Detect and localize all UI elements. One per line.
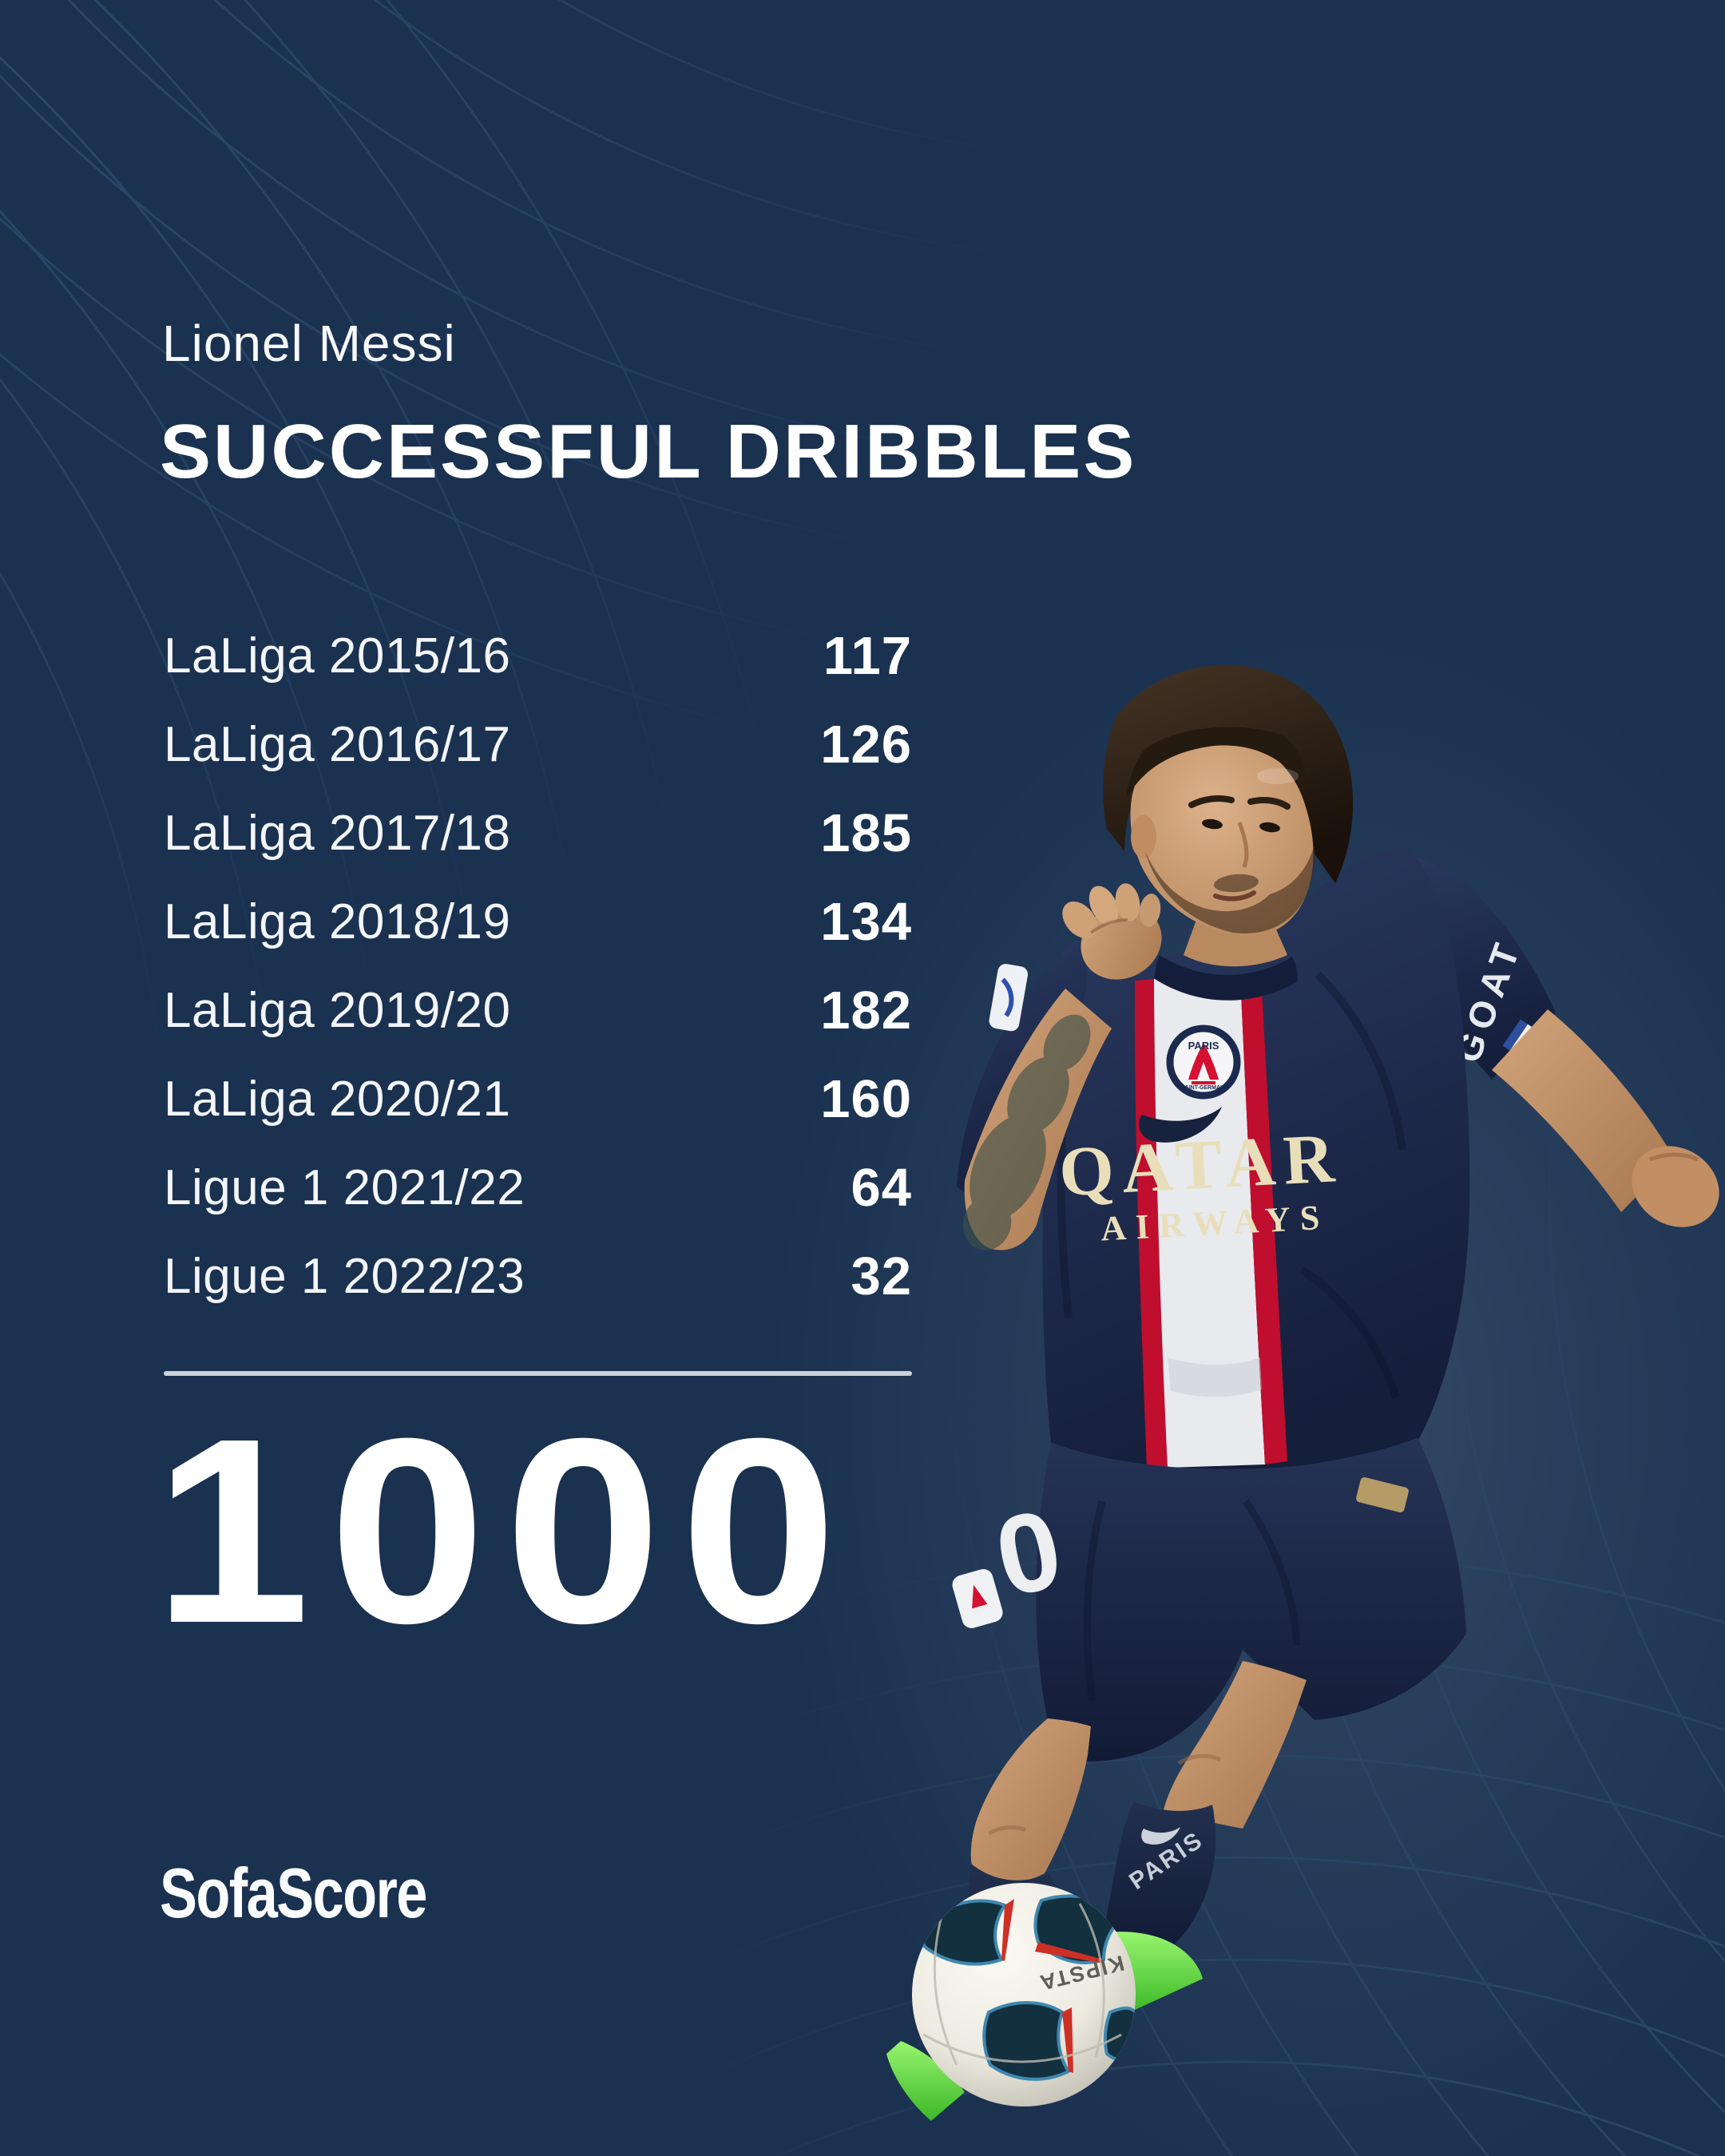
stat-row: Ligue 1 2022/23 32 [164, 1232, 912, 1321]
stat-dribbles-value: 126 [820, 715, 912, 775]
messi-player-figure: GOAT [886, 664, 1719, 2121]
player-eye-right [1259, 822, 1280, 833]
stat-season-label: Ligue 1 2022/23 [164, 1249, 525, 1304]
player-trailing-boot [886, 2041, 965, 2121]
player-face [1130, 735, 1314, 937]
svg-text:PARIS: PARIS [1188, 1040, 1219, 1052]
stat-dribbles-value: 64 [851, 1158, 912, 1218]
stat-row: LaLiga 2015/16 117 [164, 612, 912, 700]
nike-swoosh-icon [1138, 1107, 1222, 1143]
player-hair [1103, 664, 1354, 883]
jersey-stripe-red-left [1134, 979, 1168, 1468]
player-shorts [1036, 1437, 1466, 1762]
stat-dribbles-value: 160 [820, 1069, 912, 1129]
player-head [1103, 664, 1354, 937]
sofascore-logo: SofaScore [160, 1853, 427, 1932]
player-ear [1131, 815, 1156, 858]
shorts-gold-tag [1356, 1477, 1409, 1512]
stat-dribbles-value: 185 [820, 803, 912, 863]
stat-season-label: LaLiga 2015/16 [164, 628, 511, 684]
page-title: SUCCESSFUL DRIBBLES [160, 409, 1137, 494]
stat-row: Ligue 1 2021/22 64 [164, 1143, 912, 1232]
player-beard [1145, 845, 1315, 933]
player-forward-thigh [1163, 1661, 1307, 1829]
total-dribbles-value: 1000 [153, 1383, 856, 1678]
jersey-stripe-red-right [1240, 975, 1287, 1464]
player-fist [1632, 1146, 1719, 1227]
stat-season-label: LaLiga 2020/21 [164, 1072, 511, 1127]
forearm-tattoos [962, 1014, 1091, 1250]
stat-season-label: LaLiga 2016/17 [164, 717, 511, 772]
stat-row: LaLiga 2020/21 160 [164, 1055, 912, 1143]
player-eye-left [1202, 818, 1223, 830]
stat-dribbles-value: 32 [851, 1246, 912, 1306]
jersey-sponsor-line1: QATAR [1057, 1120, 1344, 1211]
stat-row: LaLiga 2019/20 182 [164, 966, 912, 1055]
stat-season-label: Ligue 1 2021/22 [164, 1160, 525, 1215]
player-forward-sock [1104, 1801, 1216, 1956]
player-name-supertitle: Lionel Messi [162, 315, 456, 372]
jersey-collar [1155, 955, 1298, 1001]
stat-season-label: LaLiga 2017/18 [164, 806, 511, 861]
stat-row: LaLiga 2017/18 185 [164, 789, 912, 878]
stat-dribbles-value: 182 [820, 981, 912, 1040]
football-ball: KIPSTA [912, 1883, 1136, 2106]
stat-dribbles-value: 134 [820, 892, 912, 952]
player-extended-forearm [1492, 1009, 1674, 1212]
divider [164, 1371, 912, 1376]
psg-crest: PARIS SAINT-GERMAIN [1166, 1024, 1241, 1100]
stats-list: LaLiga 2015/16 117 LaLiga 2016/17 126 LaLiga… [164, 612, 912, 1321]
sock-swoosh-icon [1141, 1827, 1180, 1845]
svg-text:SAINT-GERMAIN: SAINT-GERMAIN [1181, 1085, 1226, 1091]
stat-row: LaLiga 2016/17 126 [164, 700, 912, 789]
player-raised-hand [1062, 883, 1162, 980]
stat-row: LaLiga 2018/19 134 [164, 878, 912, 966]
stat-season-label: LaLiga 2019/20 [164, 983, 511, 1038]
shorts-crest-patch [952, 1568, 1003, 1629]
jersey-stripe-white [1154, 976, 1265, 1468]
player-trailing-thigh [970, 1718, 1091, 1883]
stat-season-label: LaLiga 2018/19 [164, 894, 511, 949]
ligue1-sleeve-patch [989, 964, 1029, 1032]
stat-dribbles-value: 117 [823, 626, 912, 686]
player-neck [1184, 920, 1287, 967]
